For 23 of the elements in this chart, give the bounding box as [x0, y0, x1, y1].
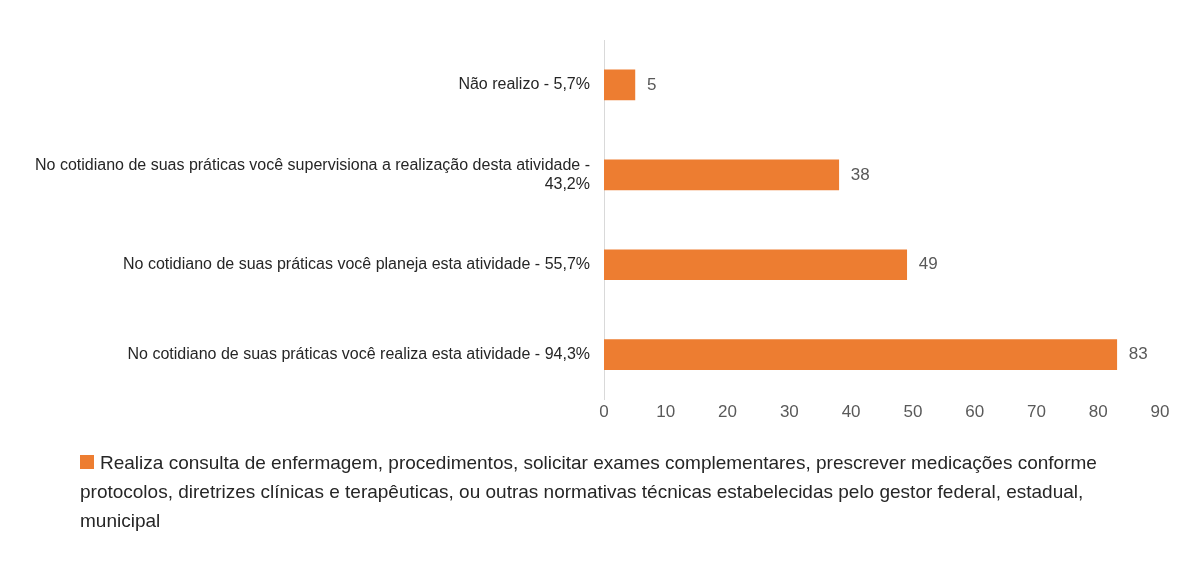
y-tick-label: No cotidiano de suas práticas você planeja esta atividade - 55,7%: [123, 255, 590, 273]
x-tick-label: 20: [718, 402, 738, 422]
bar: [604, 249, 908, 281]
data-label: 49: [918, 254, 938, 274]
bar: [604, 159, 840, 191]
data-label: 38: [850, 164, 870, 184]
legend-label: Realiza consulta de enfermagem, procedimentos, solicitar exames complementares, prescrever medicações conforme protocolos, diretrizes clínicas e terapêuticas, ou outras normativas técnicas estabelecidas pelo gestor federal, estadual, municipal: [80, 451, 1098, 533]
y-tick-label: No cotidiano de suas práticas você realiza esta atividade - 94,3%: [127, 345, 590, 363]
x-tick-label: 50: [903, 402, 923, 422]
x-tick-label: 0: [599, 402, 609, 422]
y-tick-label: Não realizo - 5,7%: [458, 75, 590, 93]
y-tick-label: No cotidiano de suas práticas você supervisiona a realização desta atividade - 43,2%: [35, 155, 590, 192]
x-tick-label: 30: [779, 402, 799, 422]
x-tick-label: 10: [656, 402, 676, 422]
bar: [604, 339, 1118, 370]
data-label: 5: [646, 74, 657, 94]
data-label: 83: [1128, 344, 1148, 364]
x-tick-label: 40: [841, 402, 861, 422]
bar: [604, 69, 636, 101]
x-tick-label: 90: [1150, 402, 1170, 422]
x-tick-label: 60: [965, 402, 985, 422]
x-tick-label: 70: [1026, 402, 1046, 422]
x-tick-label: 80: [1088, 402, 1108, 422]
